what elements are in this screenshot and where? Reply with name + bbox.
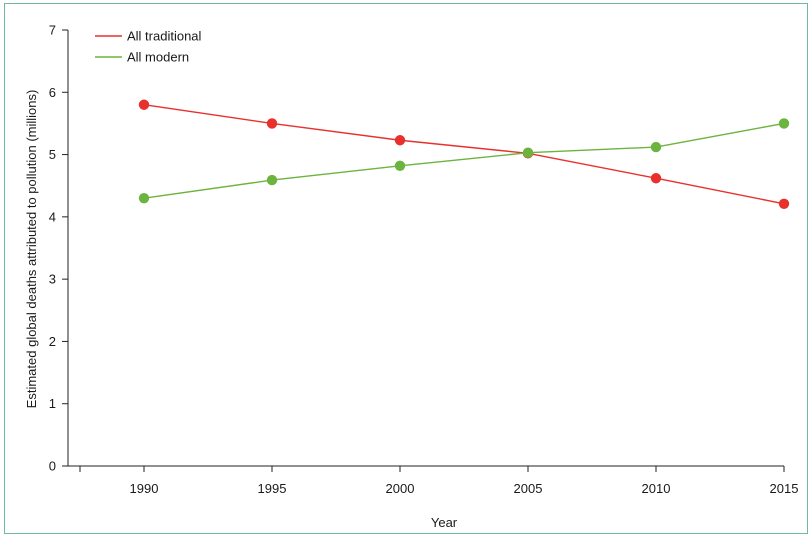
data-point xyxy=(138,99,150,110)
x-tick-label: 2015 xyxy=(770,481,799,496)
y-tick-label: 5 xyxy=(49,147,56,162)
data-point xyxy=(138,192,150,204)
x-tick-label: 1995 xyxy=(258,481,287,496)
chart-frame xyxy=(4,3,808,534)
y-axis-label: Estimated global deaths attributed to po… xyxy=(24,90,39,409)
series-layer xyxy=(138,99,790,209)
y-tick-label: 4 xyxy=(49,209,56,224)
legend-label: All traditional xyxy=(127,29,202,44)
x-tick-label: 2010 xyxy=(642,481,671,496)
series-traditional xyxy=(138,99,790,209)
x-axis-label: Year xyxy=(431,515,458,530)
y-tick-label: 7 xyxy=(49,23,56,38)
data-point xyxy=(650,173,662,184)
legend-label: All modern xyxy=(127,50,189,65)
y-tick-label: 1 xyxy=(49,396,56,411)
series-line xyxy=(143,104,785,205)
series-line xyxy=(143,122,785,199)
data-point xyxy=(522,147,534,158)
data-point xyxy=(266,118,278,129)
data-point xyxy=(394,160,406,171)
y-tick-label: 0 xyxy=(49,459,56,474)
data-point xyxy=(650,141,662,153)
y-tick-label: 2 xyxy=(49,334,56,349)
x-tick-label: 2000 xyxy=(386,481,415,496)
data-point xyxy=(778,118,790,129)
data-point xyxy=(394,135,406,146)
legend: All traditional All modern xyxy=(95,29,202,65)
x-tick-label: 1990 xyxy=(130,481,159,496)
axes: 0 1 2 3 4 5 6 7 1990 1995 2000 2005 2010 2015 xyxy=(49,23,799,497)
y-tick-label: 3 xyxy=(49,272,56,287)
series-modern xyxy=(138,118,790,204)
y-tick-label: 6 xyxy=(49,85,56,100)
x-tick-label: 2005 xyxy=(514,481,543,496)
data-point xyxy=(778,198,790,209)
data-point xyxy=(266,174,278,186)
